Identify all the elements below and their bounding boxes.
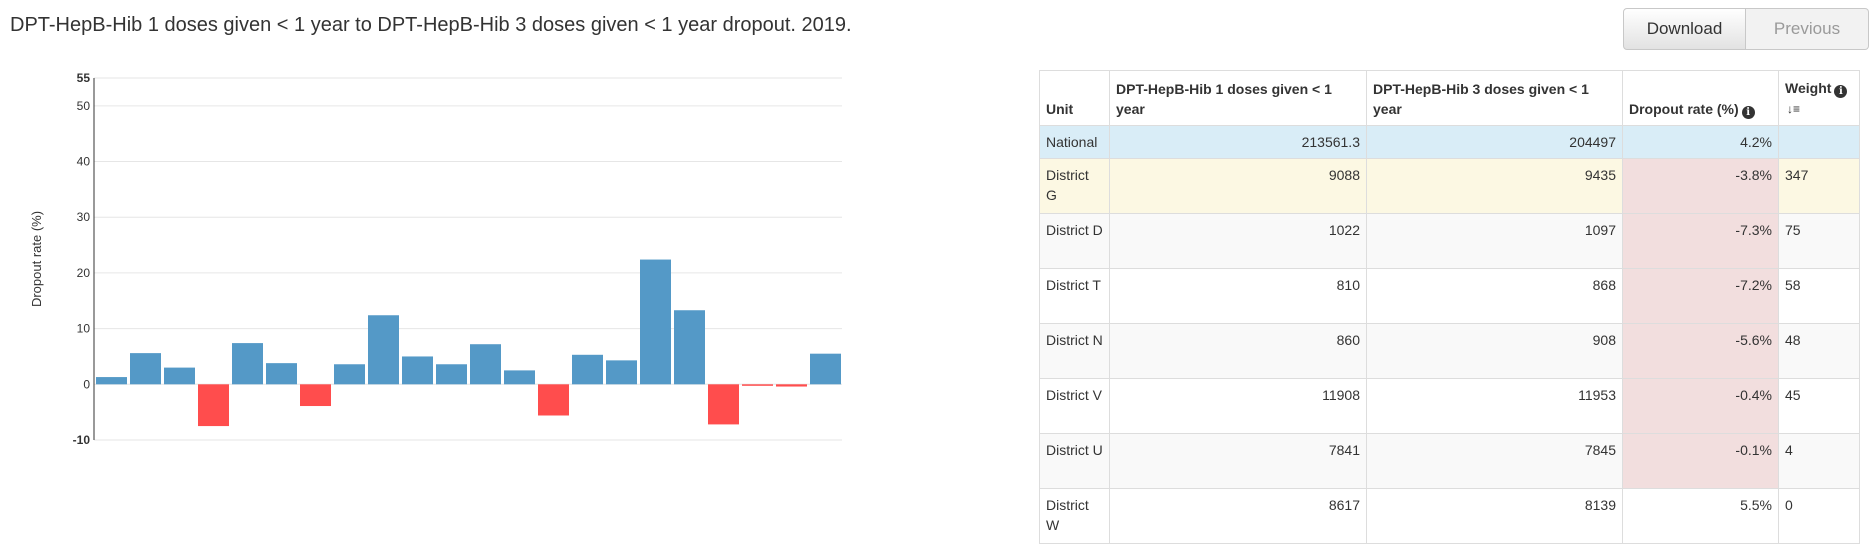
cell-dropout: -0.4% [1622, 378, 1779, 434]
cell-unit: District T [1039, 268, 1110, 324]
cell-dropout: -7.3% [1622, 213, 1779, 269]
cell-weight: 45 [1778, 378, 1860, 434]
chart-svg: -10 0 10 20 30 40 50 55 Dropout rate (%) [29, 71, 842, 447]
table-row-national[interactable]: National 213561.3 204497 4.2% [1039, 125, 1860, 159]
y-tick-label: 0 [83, 377, 90, 391]
cell-dose1: 8617 [1109, 488, 1367, 544]
chart-bar [232, 343, 263, 385]
chart-bar [640, 259, 671, 385]
chart-bar [572, 354, 603, 385]
chart-bar [470, 344, 501, 385]
y-tick-label: 55 [77, 71, 91, 85]
cell-dose1: 860 [1109, 323, 1367, 379]
cell-dose3: 8139 [1366, 488, 1623, 544]
page-title: DPT-HepB-Hib 1 doses given < 1 year to D… [10, 14, 852, 36]
cell-unit: District U [1039, 433, 1110, 489]
table-row[interactable]: District D 1022 1097 -7.3% 75 [1039, 213, 1860, 269]
cell-weight [1778, 125, 1860, 159]
chart-bar [266, 363, 297, 385]
cell-dose3: 908 [1366, 323, 1623, 379]
cell-dose1: 810 [1109, 268, 1367, 324]
chart-bar [538, 384, 569, 416]
cell-weight: 0 [1778, 488, 1860, 544]
table-row[interactable]: District U 7841 7845 -0.1% 4 [1039, 433, 1860, 489]
chart-bar [436, 364, 467, 385]
table-row[interactable]: District V 11908 11953 -0.4% 45 [1039, 378, 1860, 434]
chart-bar [504, 370, 535, 385]
y-tick-label: 40 [77, 155, 91, 169]
cell-dropout: -5.6% [1622, 323, 1779, 379]
cell-unit: District W [1039, 488, 1110, 544]
dropout-table: Unit DPT-HepB-Hib 1 doses given < 1 year… [1039, 70, 1860, 544]
cell-unit: District G [1039, 158, 1110, 214]
cell-dose3: 9435 [1366, 158, 1623, 214]
sort-descending-icon[interactable]: ↓≡ [1787, 102, 1801, 116]
table-row[interactable]: District G 9088 9435 -3.8% 347 [1039, 158, 1860, 214]
chart-bar [402, 356, 433, 385]
table-header-row: Unit DPT-HepB-Hib 1 doses given < 1 year… [1039, 70, 1860, 126]
cell-dose3: 11953 [1366, 378, 1623, 434]
chart-bar [130, 353, 161, 385]
cell-unit: District N [1039, 323, 1110, 379]
table-row[interactable]: District W 8617 8139 5.5% 0 [1039, 488, 1860, 544]
chart-bar [198, 384, 229, 427]
info-icon[interactable]: i [1834, 85, 1848, 98]
download-button[interactable]: Download [1623, 8, 1746, 50]
cell-dose1: 213561.3 [1109, 125, 1367, 159]
header-dropout[interactable]: Dropout rate (%) i [1622, 70, 1779, 126]
cell-dose1: 11908 [1109, 378, 1367, 434]
cell-dose3: 868 [1366, 268, 1623, 324]
chart-bar [334, 364, 365, 385]
y-tick-label: 50 [77, 99, 91, 113]
cell-unit: District V [1039, 378, 1110, 434]
chart-bar [810, 353, 841, 385]
cell-weight: 75 [1778, 213, 1860, 269]
chart-bar [96, 377, 127, 385]
dropout-bar-chart: -10 0 10 20 30 40 50 55 Dropout rate (%) [0, 70, 1030, 546]
cell-dropout: -0.1% [1622, 433, 1779, 489]
cell-unit: District D [1039, 213, 1110, 269]
y-tick-label: 10 [77, 322, 91, 336]
cell-weight: 347 [1778, 158, 1860, 214]
cell-dose1: 7841 [1109, 433, 1367, 489]
cell-dose3: 1097 [1366, 213, 1623, 269]
cell-dropout: -3.8% [1622, 158, 1779, 214]
y-tick-label: 20 [77, 266, 91, 280]
cell-dose3: 7845 [1366, 433, 1623, 489]
cell-dose1: 9088 [1109, 158, 1367, 214]
info-icon[interactable]: i [1741, 106, 1755, 119]
chart-bar [742, 384, 773, 386]
y-tick-label: 30 [77, 210, 91, 224]
table-row[interactable]: District T 810 868 -7.2% 58 [1039, 268, 1860, 324]
header-weight[interactable]: Weight i↓≡ [1778, 70, 1860, 126]
cell-dropout: 5.5% [1622, 488, 1779, 544]
cell-dropout: -7.2% [1622, 268, 1779, 324]
table-row[interactable]: District N 860 908 -5.6% 48 [1039, 323, 1860, 379]
chart-bar [776, 384, 807, 387]
chart-bar [606, 360, 637, 385]
button-group: Download Previous [1623, 8, 1869, 50]
cell-dropout: 4.2% [1622, 125, 1779, 159]
cell-weight: 48 [1778, 323, 1860, 379]
header-unit[interactable]: Unit [1039, 70, 1110, 126]
cell-dose1: 1022 [1109, 213, 1367, 269]
cell-dose3: 204497 [1366, 125, 1623, 159]
cell-weight: 58 [1778, 268, 1860, 324]
cell-weight: 4 [1778, 433, 1860, 489]
chart-bar [708, 384, 739, 425]
chart-bar [674, 310, 705, 385]
y-axis-label: Dropout rate (%) [29, 211, 44, 307]
previous-button[interactable]: Previous [1746, 8, 1869, 50]
header-dose1[interactable]: DPT-HepB-Hib 1 doses given < 1 year [1109, 70, 1367, 126]
chart-bar [300, 384, 331, 407]
chart-bar [164, 367, 195, 385]
chart-bar [368, 315, 399, 385]
header-dose3[interactable]: DPT-HepB-Hib 3 doses given < 1 year [1366, 70, 1623, 126]
y-tick-label: -10 [73, 433, 91, 447]
cell-unit: National [1039, 125, 1110, 159]
